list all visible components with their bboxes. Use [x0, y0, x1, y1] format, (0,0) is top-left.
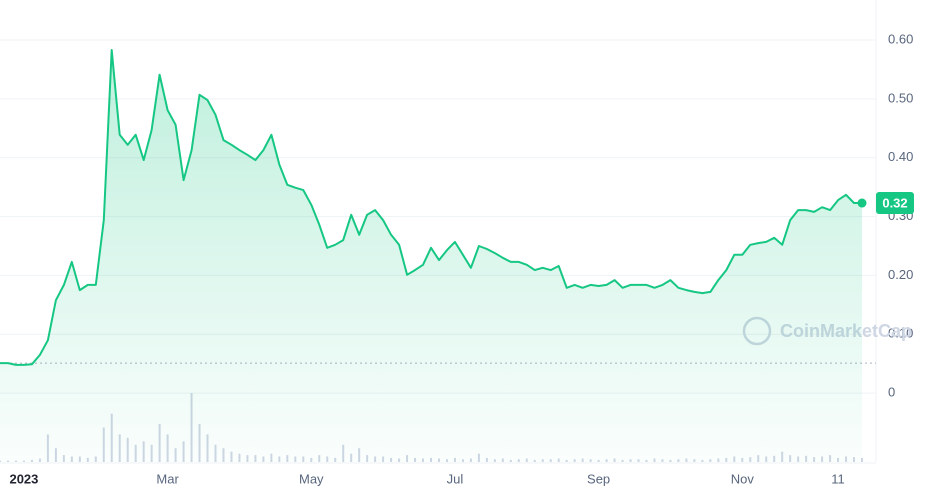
price-tag [876, 192, 914, 215]
x-tick-label: Sep [587, 471, 610, 486]
y-tick-label: 0.40 [888, 149, 913, 164]
y-tick-label: 0.50 [888, 90, 913, 105]
x-tick-label: May [299, 471, 324, 486]
x-tick-label: Jul [447, 471, 464, 486]
last-point [857, 198, 867, 208]
y-tick-label: 0.20 [888, 267, 913, 282]
y-tick-label: 0.60 [888, 31, 913, 46]
y-tick-label: 0.10 [888, 326, 913, 341]
x-tick-label: Mar [156, 471, 179, 486]
price-line [0, 49, 862, 366]
x-tick-label: Nov [731, 471, 755, 486]
y-tick-label: 0 [888, 385, 895, 400]
price-tag-label: 0.32 [882, 195, 907, 210]
x-tick-label: 2023 [9, 471, 38, 486]
area [0, 50, 862, 462]
x-tick-label: 11 [831, 471, 845, 486]
